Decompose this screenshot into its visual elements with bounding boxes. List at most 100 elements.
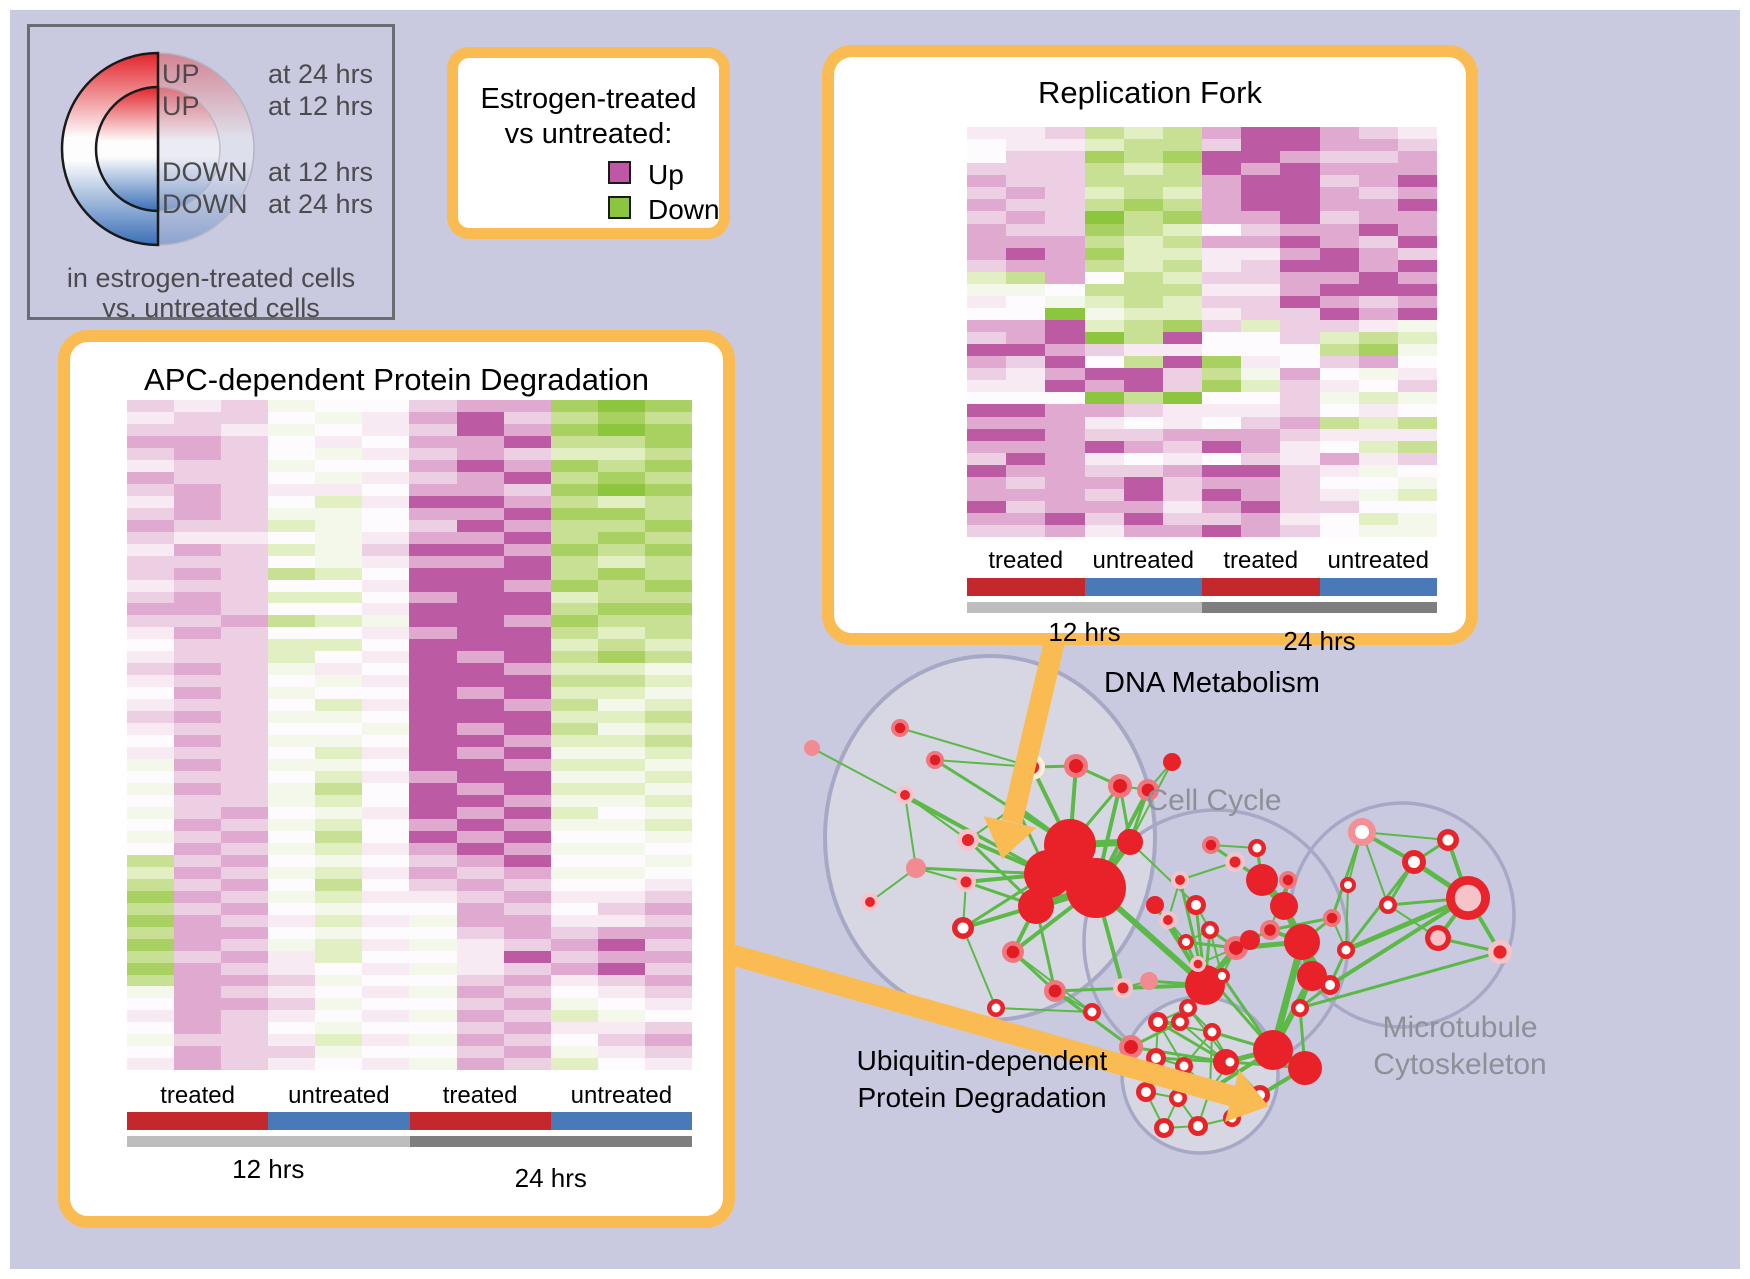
heatmap-cell bbox=[1280, 464, 1320, 477]
heatmap-cell bbox=[174, 483, 222, 496]
heatmap-cell bbox=[1123, 247, 1163, 260]
heatmap-cell bbox=[597, 950, 645, 963]
heatmap-cell bbox=[268, 1058, 316, 1071]
heatmap-cell bbox=[1280, 380, 1320, 393]
network-node-core bbox=[1341, 945, 1351, 955]
network-edge bbox=[899, 727, 1033, 768]
treatment-bar-segment bbox=[1084, 578, 1202, 596]
heatmap-cell bbox=[503, 854, 551, 867]
heatmap-cell bbox=[221, 543, 269, 556]
network-node-core bbox=[1326, 912, 1338, 924]
heatmap-cell bbox=[315, 723, 363, 736]
heatmap-cell bbox=[1045, 151, 1085, 164]
network-edge bbox=[1298, 950, 1502, 1010]
heatmap-cell bbox=[1084, 404, 1124, 417]
heatmap-cell bbox=[550, 687, 598, 700]
heatmap-cell bbox=[315, 687, 363, 700]
heatmap-cell bbox=[1006, 307, 1046, 320]
heatmap-cell bbox=[550, 567, 598, 580]
heatmap-cell bbox=[1006, 513, 1046, 526]
heatmap-cell bbox=[967, 127, 1007, 140]
heatmap-cell bbox=[550, 543, 598, 556]
heatmap-cell bbox=[1397, 404, 1438, 417]
heatmap-cell bbox=[597, 986, 645, 999]
cluster-label: Protein Degradation bbox=[857, 1082, 1106, 1113]
heatmap-cell bbox=[1045, 187, 1085, 200]
heatmap-cell bbox=[456, 759, 504, 772]
heatmap-cell bbox=[221, 1058, 269, 1071]
heatmap-cell bbox=[174, 699, 222, 712]
network-node-core bbox=[957, 922, 969, 934]
heatmap-cell bbox=[1123, 525, 1163, 538]
apc-treatment-bar bbox=[127, 1112, 692, 1130]
heatmap-cell bbox=[644, 519, 692, 532]
heatmap-cell bbox=[1280, 356, 1320, 369]
network-node bbox=[1253, 1030, 1293, 1070]
network-node-core bbox=[1141, 1087, 1151, 1097]
heatmap-row bbox=[967, 404, 1438, 417]
network-node-core bbox=[1383, 900, 1393, 910]
heatmap-cell bbox=[409, 938, 457, 951]
heatmap-cell bbox=[362, 830, 410, 843]
network-node-core bbox=[1163, 915, 1173, 925]
heatmap-cell bbox=[1241, 151, 1281, 164]
heatmap-cell bbox=[597, 615, 645, 628]
heatmap-row bbox=[967, 199, 1438, 212]
heatmap-cell bbox=[1319, 440, 1359, 453]
heatmap-cell bbox=[503, 783, 551, 795]
heatmap-cell bbox=[1397, 175, 1438, 188]
heatmap-cell bbox=[1084, 464, 1124, 477]
heatmap-cell bbox=[644, 699, 692, 712]
heatmap-cell bbox=[174, 854, 222, 867]
heatmap-row bbox=[127, 615, 692, 628]
heatmap-cell bbox=[1045, 513, 1085, 526]
heatmap-cell bbox=[503, 962, 551, 975]
panel-to-cluster-arrowhead bbox=[983, 816, 1037, 859]
heatmap-cell bbox=[221, 759, 269, 772]
heatmap-cell bbox=[315, 663, 363, 676]
heatmap-cell bbox=[174, 818, 222, 831]
heatmap-cell bbox=[1045, 332, 1085, 345]
heatmap-cell bbox=[597, 687, 645, 700]
heatmap-cell bbox=[1397, 259, 1438, 272]
heatmap-cell bbox=[315, 735, 363, 748]
heatmap-cell bbox=[221, 435, 269, 448]
heatmap-cell bbox=[1358, 440, 1398, 453]
heatmap-row bbox=[127, 1046, 692, 1059]
heatmap-cell bbox=[362, 1034, 410, 1047]
heatmap-cell bbox=[644, 651, 692, 664]
heatmap-cell bbox=[315, 1034, 363, 1047]
heatmap-row bbox=[127, 759, 692, 772]
heatmap-cell bbox=[644, 507, 692, 520]
heatmap-cell bbox=[1006, 344, 1046, 357]
heatmap-row bbox=[127, 459, 692, 472]
heatmap-cell bbox=[1358, 139, 1398, 152]
heatmap-cell bbox=[409, 447, 457, 460]
heatmap-cell bbox=[221, 926, 269, 939]
heatmap-cell bbox=[315, 651, 363, 664]
heatmap-cell bbox=[1123, 513, 1163, 526]
heatmap-cell bbox=[1358, 163, 1398, 176]
heatmap-cell bbox=[1358, 476, 1398, 489]
heatmap-cell bbox=[268, 842, 316, 855]
heatmap-cell bbox=[362, 495, 410, 508]
heatmap-cell bbox=[1319, 513, 1359, 526]
network-node-core bbox=[960, 876, 972, 888]
heatmap-cell bbox=[597, 423, 645, 436]
cluster-label: Cell Cycle bbox=[1146, 784, 1281, 817]
heatmap-cell bbox=[550, 747, 598, 760]
heatmap-cell bbox=[644, 615, 692, 628]
heatmap-cell bbox=[174, 878, 222, 891]
heatmap-cell bbox=[1123, 488, 1163, 501]
apc-time-bar bbox=[127, 1136, 692, 1147]
heatmap-cell bbox=[174, 687, 222, 700]
heatmap-cell bbox=[315, 579, 363, 592]
heatmap-cell bbox=[1084, 163, 1124, 176]
updown-legend-title-line1: Estrogen-treated bbox=[480, 83, 697, 115]
heatmap-cell bbox=[967, 283, 1007, 296]
heatmap-cell bbox=[1241, 404, 1281, 417]
heatmap-cell bbox=[1319, 368, 1359, 381]
heatmap-cell bbox=[221, 1046, 269, 1059]
heatmap-cell bbox=[268, 914, 316, 927]
heatmap-cell bbox=[127, 998, 175, 1011]
